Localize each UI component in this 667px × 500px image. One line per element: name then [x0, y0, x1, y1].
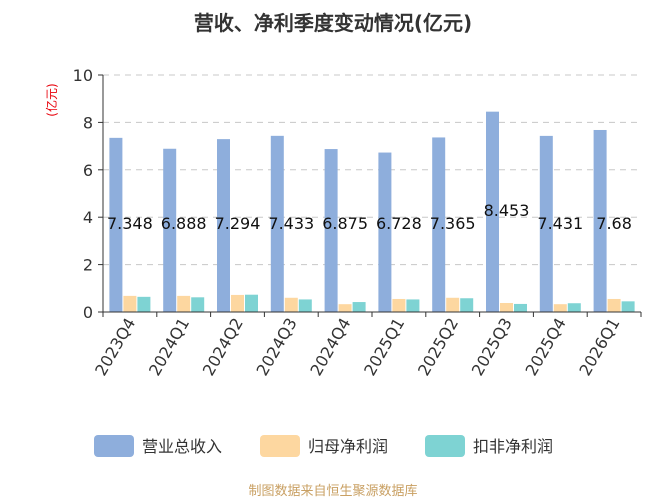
bar-归母净利润-2024Q2: [231, 294, 244, 312]
data-label: 7.294: [215, 214, 261, 233]
bar-营业总收入-2024Q1: [163, 148, 177, 312]
bar-归母净利润-2024Q4: [338, 304, 352, 312]
x-tick-label: 2026Q1: [575, 315, 623, 379]
bar-扣非净利润-2023Q4: [137, 296, 151, 312]
x-tick-label: 2024Q1: [145, 315, 193, 379]
bar-扣非净利润-2024Q1: [191, 297, 205, 312]
y-tick-label: 2: [83, 256, 93, 275]
bar-扣非净利润-2025Q1: [406, 299, 420, 312]
x-tick-label: 2023Q4: [91, 315, 139, 379]
data-label: 6.728: [376, 214, 422, 233]
data-label: 7.365: [430, 214, 476, 233]
data-label: 8.453: [484, 201, 530, 220]
axes: [102, 75, 641, 313]
x-tick-label: 2024Q2: [199, 315, 247, 379]
legend-label: 营业总收入: [142, 437, 222, 456]
bar-营业总收入-2026Q1: [593, 129, 607, 312]
bar-归母净利润-2025Q3: [500, 302, 513, 312]
bar-归母净利润-2024Q3: [284, 297, 298, 312]
bar-扣非净利润-2024Q2: [245, 294, 258, 312]
x-axis-ticks: 2023Q4 2024Q1 2024Q2 2024Q3 2024Q4 2025Q1 2025…: [91, 312, 642, 379]
source-note: 制图数据来自恒生聚源数据库: [248, 483, 417, 499]
bar-扣非净利润-2024Q3: [298, 299, 312, 312]
x-tick-label: 2024Q3: [253, 315, 301, 379]
bar-营业总收入-2024Q3: [270, 135, 284, 312]
bar-归母净利润-2025Q1: [392, 298, 406, 312]
y-tick-label: 0: [83, 303, 93, 322]
legend: 营业总收入 归母净利润 扣非净利润: [94, 435, 553, 457]
legend-swatch: [425, 435, 465, 457]
legend-swatch: [260, 435, 300, 457]
y-tick-label: 4: [83, 208, 93, 227]
legend-label: 归母净利润: [308, 437, 388, 456]
x-tick-label: 2024Q4: [306, 315, 354, 379]
y-tick-label: 6: [83, 161, 93, 180]
legend-label: 扣非净利润: [473, 437, 553, 456]
data-label: 7.68: [596, 214, 632, 233]
bar-扣非净利润-2025Q2: [460, 298, 474, 312]
data-label: 7.433: [268, 214, 314, 233]
x-tick-label: 2025Q4: [522, 315, 570, 379]
data-label: 6.888: [161, 214, 207, 233]
bar-营业总收入-2023Q4: [109, 137, 123, 312]
chart-title: 营收、净利季度变动情况(亿元): [194, 11, 472, 35]
bar-归母净利润-2025Q2: [446, 297, 460, 312]
y-tick-label: 8: [83, 113, 93, 132]
bar-扣非净利润-2025Q3: [514, 303, 527, 312]
data-label: 6.875: [322, 214, 368, 233]
x-tick-label: 2025Q3: [468, 315, 516, 379]
y-tick-label: 10: [73, 66, 93, 85]
data-label: 7.431: [537, 214, 583, 233]
bar-扣非净利润-2025Q4: [567, 303, 581, 312]
bar-营业总收入-2025Q4: [539, 135, 553, 312]
bar-营业总收入-2024Q4: [324, 149, 338, 312]
bar-营业总收入-2025Q3: [486, 111, 499, 312]
legend-swatch: [94, 435, 134, 457]
data-label: 7.348: [107, 214, 153, 233]
bar-归母净利润-2023Q4: [123, 295, 137, 312]
bar-扣非净利润-2026Q1: [621, 301, 635, 312]
bar-归母净利润-2024Q1: [177, 295, 191, 312]
bar-归母净利润-2026Q1: [607, 298, 621, 312]
bar-营业总收入-2025Q1: [378, 152, 392, 312]
bar-营业总收入-2024Q2: [217, 139, 230, 312]
y-axis-ticks: 0 2 4 6 8 10: [73, 66, 103, 322]
x-tick-label: 2025Q2: [414, 315, 462, 379]
gridlines: [103, 74, 641, 266]
data-labels: 7.348 6.888 7.294 7.433 6.875 6.728 7.365 8.453…: [107, 201, 632, 233]
bar-扣非净利润-2024Q4: [352, 302, 366, 312]
bar-营业总收入-2025Q2: [432, 137, 446, 312]
y-axis-unit-label: (亿元): [44, 83, 59, 116]
bar-series: [109, 111, 635, 312]
bar-归母净利润-2025Q4: [553, 304, 567, 312]
x-tick-label: 2025Q1: [360, 315, 408, 379]
